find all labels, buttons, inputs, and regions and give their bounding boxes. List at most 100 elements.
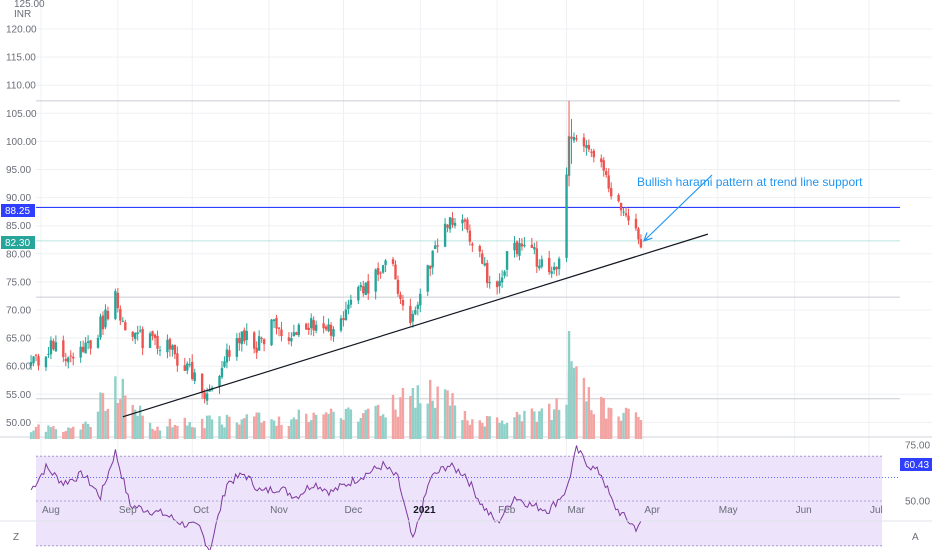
candle-body	[359, 285, 362, 288]
volume-bar	[186, 425, 189, 439]
candle-body	[585, 145, 588, 148]
volume-bar	[535, 421, 539, 439]
volume-bar	[483, 426, 486, 439]
volume-bar	[426, 403, 429, 439]
candle-body	[381, 265, 385, 273]
candle-body	[600, 158, 603, 163]
volume-bar	[478, 420, 481, 439]
candle-body	[312, 320, 315, 331]
candle-body	[513, 242, 516, 251]
volume-bar	[461, 420, 464, 439]
auto-scale-toggle-icon[interactable]: A	[912, 532, 919, 543]
volume-bar	[176, 425, 179, 439]
candle-body	[208, 389, 211, 392]
candle-body	[426, 265, 429, 292]
volume-bar	[488, 416, 491, 439]
time-axis[interactable]: Aug Sep Oct Nov Dec 2021 Feb Mar Apr May Jun Jul	[42, 505, 883, 516]
volume-bar	[446, 390, 449, 439]
time-tick-label: 2021	[413, 505, 436, 516]
volume-bar	[171, 427, 174, 439]
volume-bar	[332, 411, 335, 439]
volume-bar	[203, 428, 206, 439]
volume-bar	[188, 422, 191, 439]
support-trendline[interactable]	[122, 233, 709, 418]
candle-body	[84, 342, 87, 354]
trendline[interactable]	[122, 233, 709, 418]
volume-bar	[116, 403, 120, 439]
annotation[interactable]	[642, 174, 713, 242]
candle-body	[287, 337, 291, 342]
volume-bar	[550, 419, 553, 439]
current-price-badge-bg	[1, 236, 35, 249]
volume-bar	[627, 408, 630, 439]
time-tick-label: Jul	[870, 505, 883, 516]
volume-bar	[156, 426, 159, 439]
volume-bar	[121, 378, 125, 439]
candle-body	[225, 349, 229, 363]
candle-body	[463, 219, 467, 222]
candle-body	[151, 331, 154, 337]
resistance-badge-text: 88.25	[5, 206, 30, 217]
volume-bar	[436, 386, 439, 439]
volume-bar	[384, 417, 387, 439]
candle-body	[62, 340, 65, 357]
volume-bar	[131, 404, 134, 439]
volume-bar	[52, 426, 55, 439]
volume-bar	[44, 431, 48, 439]
candle-body	[166, 339, 169, 353]
candle-body	[297, 324, 301, 336]
volume-bar	[208, 415, 211, 439]
rsi-value-badge[interactable]: 60.43	[900, 458, 932, 471]
annotation-arrow-line[interactable]	[643, 174, 713, 242]
volume-bar	[275, 425, 278, 439]
volume-bar	[339, 418, 343, 439]
volume-bar	[136, 415, 139, 439]
volume-bar	[530, 408, 534, 439]
volume-bar	[287, 425, 291, 439]
candle-body	[270, 319, 273, 346]
rsi-value-badge-text: 60.43	[904, 460, 929, 471]
volume-bar	[585, 401, 588, 439]
volume-bar	[567, 331, 571, 439]
candle-body	[280, 329, 283, 337]
volume-bar	[235, 422, 239, 439]
candle-body	[138, 330, 142, 332]
candle-body	[505, 251, 509, 270]
volume-bar	[270, 419, 273, 439]
volume-bar	[218, 416, 221, 439]
price-axis[interactable]: 120.00 115.00 110.00 105.00 100.00 95.00 90.00…	[6, 25, 37, 429]
top-price-tick: 125.00	[14, 0, 45, 10]
volume-bar	[183, 417, 186, 439]
candle-body	[275, 317, 278, 329]
candle-body	[37, 356, 40, 366]
volume-bar	[305, 413, 308, 439]
volume-bar	[158, 430, 162, 439]
candle-body	[228, 350, 231, 357]
candle-body	[44, 356, 48, 368]
candle-body	[200, 373, 204, 393]
time-tick-label: May	[719, 505, 738, 516]
timezone-toggle-icon[interactable]: Z	[13, 532, 19, 543]
volume-bar	[448, 405, 452, 439]
candle-body	[538, 265, 541, 269]
candle-body	[347, 304, 350, 310]
volume-bar	[101, 393, 105, 439]
current-price-badge[interactable]: 82.30	[1, 236, 35, 249]
candle-body	[72, 356, 75, 359]
resistance-badge[interactable]: 88.25	[1, 204, 35, 217]
candles	[29, 100, 643, 405]
volume-bar	[205, 415, 209, 439]
volume-bar	[81, 423, 85, 439]
volume-bar	[220, 424, 224, 439]
candle-body	[461, 219, 464, 224]
candle-body	[357, 287, 360, 301]
annotation-arrow-head	[642, 232, 653, 242]
annotation-text[interactable]: Bullish harami pattern at trend line sup…	[637, 175, 863, 189]
candle-body	[173, 344, 177, 355]
price-tick-label: 55.00	[6, 390, 31, 401]
volume-bar	[396, 416, 400, 439]
candle-body	[478, 246, 481, 252]
candle-body	[116, 292, 120, 309]
